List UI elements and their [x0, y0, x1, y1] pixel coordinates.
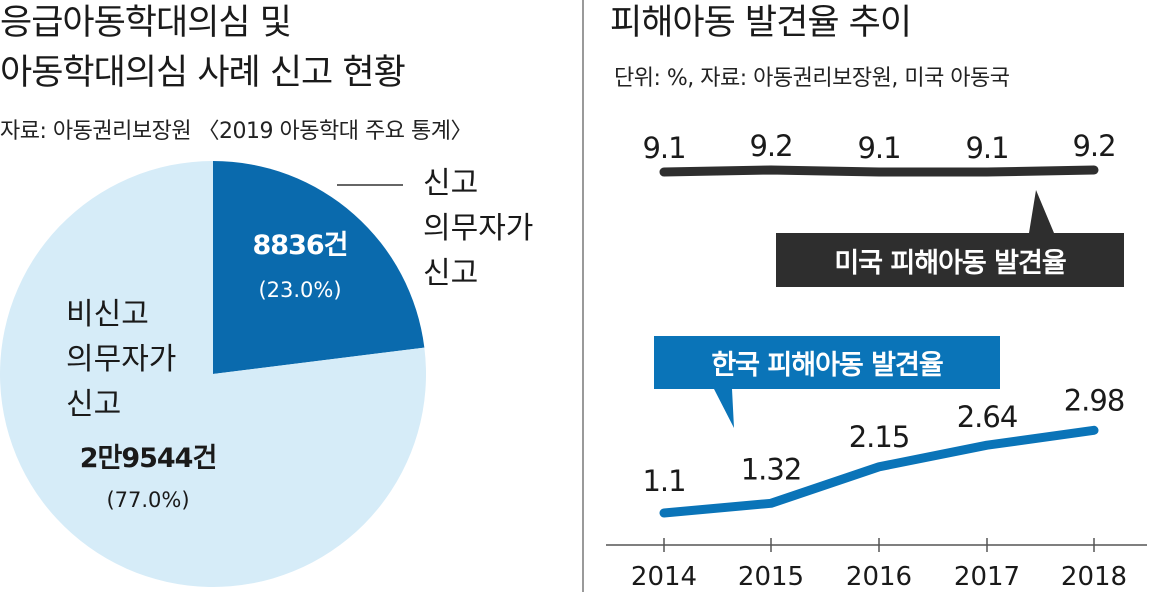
- pie-percent-label-reporter: (23.0%): [258, 278, 341, 302]
- pie-category-label-non-reporter-line1: 비신고: [66, 297, 149, 332]
- data-label-us: 9.1: [965, 131, 1008, 165]
- pie-chart: 8836건(23.0%)신고의무자가신고비신고의무자가신고2만9544건(77.…: [0, 161, 533, 587]
- divider: [582, 0, 584, 592]
- pie-slice-reporter: [213, 161, 425, 374]
- line-chart-source: 단위: %, 자료: 아동권리보장원, 미국 아동국: [614, 66, 1010, 91]
- x-axis-tick-label: 2015: [738, 562, 804, 592]
- x-axis-tick-label: 2018: [1061, 562, 1127, 592]
- series-line-us: [659, 165, 1099, 177]
- pie-category-label-reporter-line3: 신고: [423, 256, 478, 291]
- legend-callout-kr: [654, 336, 1000, 428]
- legend-label-us: 미국 피해아동 발견율: [834, 248, 1066, 279]
- pie-source: 자료: 아동권리보장원 〈2019 아동학대 주요 통계〉: [0, 119, 472, 144]
- series-line-kr: [659, 425, 1099, 518]
- data-label-kr: 2.15: [849, 420, 910, 454]
- legend-callout-us: [776, 190, 1124, 287]
- pie-value-label-non-reporter: 2만9544건: [80, 443, 217, 474]
- x-axis-tick-label: 2014: [631, 562, 697, 592]
- pie-title-line2: 아동학대의심 사례 신고 현황: [0, 53, 406, 93]
- data-label-kr: 1.1: [642, 464, 685, 498]
- data-label-kr: 2.98: [1064, 383, 1125, 417]
- line-chart: 2014 2015 2016 2017 2018 9.1 9.2 9.1 9.1 9.2 1.1 1.…: [606, 129, 1147, 592]
- data-label-us: 9.2: [749, 129, 792, 163]
- pie-category-label-non-reporter-line3: 신고: [66, 387, 121, 422]
- legend-label-kr: 한국 피해아동 발견율: [711, 350, 943, 381]
- pie-percent-label-non-reporter: (77.0%): [106, 488, 189, 512]
- pie-category-label-non-reporter-line2: 의무자가: [66, 342, 176, 377]
- x-axis-tick-label: 2016: [846, 562, 912, 592]
- pie-value-label-reporter: 8836건: [253, 230, 348, 261]
- data-label-us: 9.2: [1072, 129, 1115, 163]
- data-label-kr: 1.32: [741, 452, 802, 486]
- pie-category-label-reporter-line1: 신고: [423, 166, 478, 201]
- line-chart-title: 피해아동 발견율 추이: [610, 3, 912, 43]
- pie-title-line1: 응급아동학대의심 및: [0, 3, 292, 43]
- data-label-kr: 2.64: [957, 400, 1018, 434]
- data-label-us: 9.1: [642, 131, 685, 165]
- pie-category-label-reporter-line2: 의무자가: [423, 211, 533, 246]
- x-axis-tick-label: 2017: [954, 562, 1020, 592]
- data-label-us: 9.1: [857, 131, 900, 165]
- pie-slice-non-reporter: [0, 161, 427, 587]
